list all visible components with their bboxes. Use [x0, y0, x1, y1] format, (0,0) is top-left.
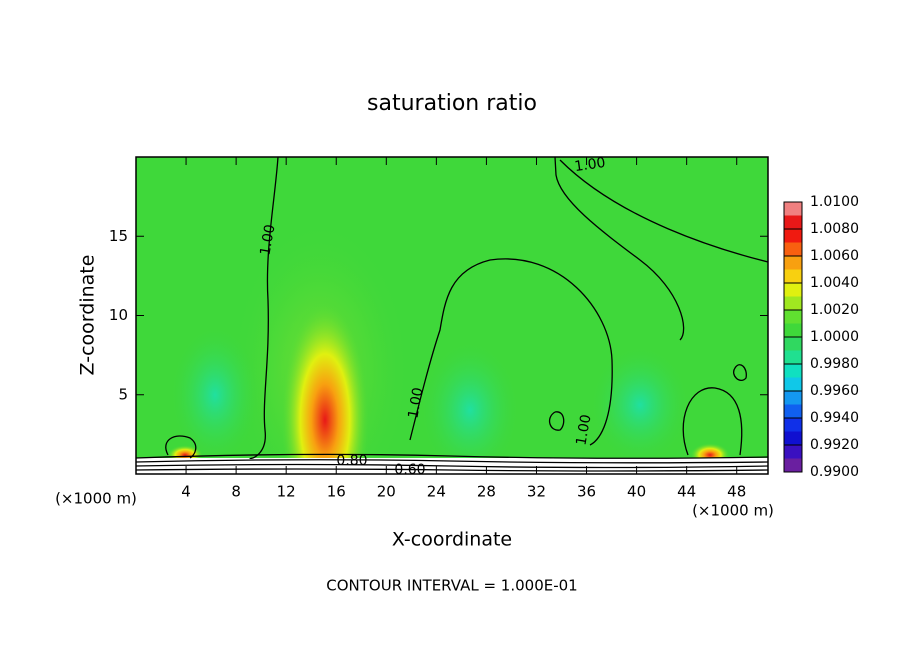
colorbar-swatch	[784, 377, 802, 391]
colorbar-swatch	[784, 337, 802, 351]
contour-line	[165, 435, 197, 459]
colorbar-swatch	[784, 269, 802, 283]
x-tick-label: 24	[427, 483, 446, 501]
x-axis-label: X-coordinate	[392, 529, 512, 551]
colorbar-swatch	[784, 458, 802, 472]
colorbar-swatch	[784, 350, 802, 364]
y-tick-label: 15	[109, 227, 128, 245]
colorbar-tick-label: 0.9900	[810, 464, 859, 480]
x-tick-label: 16	[327, 483, 346, 501]
contour-label: 1.00	[573, 155, 606, 175]
x-tick-label: 8	[231, 483, 241, 501]
colorbar-tick-label: 1.0100	[810, 194, 859, 210]
y-tick-label: 10	[109, 306, 128, 324]
x-tick-label: 32	[527, 483, 546, 501]
contour-line	[682, 387, 743, 456]
colorbar-tick-label: 0.9920	[810, 437, 859, 453]
contour-label: 0.60	[394, 462, 425, 478]
colorbar-tick-label: 0.9980	[810, 356, 859, 372]
colorbar-swatch	[784, 229, 802, 243]
contour-label: 1.00	[257, 223, 278, 256]
colorbar-swatch	[784, 431, 802, 445]
blob	[420, 340, 520, 474]
x-tick-label: 20	[377, 483, 396, 501]
x-tick-label: 28	[477, 483, 496, 501]
x-unit-label: (×1000 m)	[692, 502, 774, 520]
colorbar-tick-label: 0.9960	[810, 383, 859, 399]
contour-line	[249, 157, 279, 460]
x-unit-label: (×1000 m)	[55, 490, 137, 508]
colorbar-swatch	[784, 256, 802, 270]
blob	[590, 345, 690, 465]
colorbar-tick-label: 1.0040	[810, 275, 859, 291]
colorbar-tick-label: 1.0080	[810, 221, 859, 237]
colorbar-swatch	[784, 404, 802, 418]
contour-line	[136, 453, 768, 472]
y-axis-label: Z-coordinate	[77, 255, 99, 376]
blob	[280, 300, 370, 474]
field	[136, 157, 768, 474]
x-tick-label: 40	[627, 483, 646, 501]
contour-line	[409, 258, 613, 446]
colorbar-swatch	[784, 202, 802, 216]
colorbar-swatch	[784, 283, 802, 297]
colorbar-tick-label: 1.0060	[810, 248, 859, 264]
contour-label: 0.80	[336, 453, 367, 469]
x-tick-label: 44	[677, 483, 696, 501]
y-tick-label: 5	[118, 385, 128, 403]
colorbar-swatch	[784, 310, 802, 324]
x-tick-label: 36	[577, 483, 596, 501]
blob	[170, 325, 260, 465]
colorbar-swatch	[784, 242, 802, 256]
colorbar-swatch	[784, 418, 802, 432]
footer-note: CONTOUR INTERVAL = 1.000E-01	[326, 577, 577, 595]
x-tick-label: 48	[727, 483, 746, 501]
colorbar-swatch	[784, 215, 802, 229]
colorbar-swatch	[784, 445, 802, 459]
contour-label: 1.00	[405, 386, 426, 419]
x-tick-label: 12	[277, 483, 296, 501]
colorbar-tick-label: 1.0000	[810, 329, 859, 345]
colorbar-swatch	[784, 364, 802, 378]
colorbar-swatch	[784, 391, 802, 405]
colorbar-tick-label: 0.9940	[810, 410, 859, 426]
colorbar-tick-label: 1.0020	[810, 302, 859, 318]
colorbar-swatch	[784, 296, 802, 310]
chart-title: saturation ratio	[367, 91, 537, 116]
x-tick-label: 4	[181, 483, 191, 501]
contour-line	[548, 364, 747, 431]
colorbar-swatch	[784, 323, 802, 337]
contour-label: 1.00	[573, 413, 594, 446]
contour-line	[554, 157, 768, 341]
